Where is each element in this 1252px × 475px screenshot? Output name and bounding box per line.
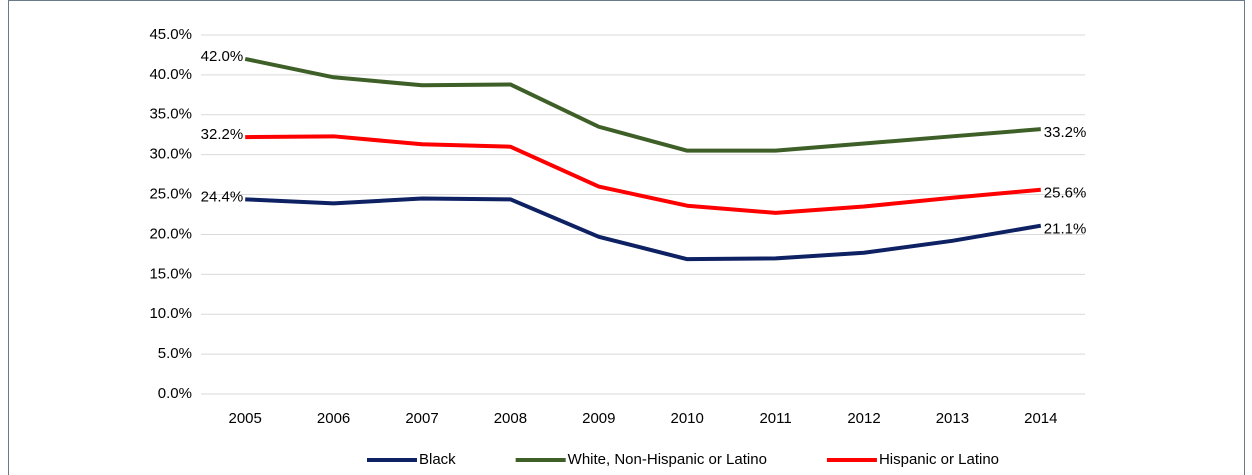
data-label: 33.2%	[1044, 124, 1087, 141]
data-label: 42.0%	[201, 48, 244, 65]
y-tick-label: 35.0%	[149, 106, 192, 123]
y-tick-label: 10.0%	[149, 305, 192, 322]
data-label: 32.2%	[201, 126, 244, 143]
y-tick-label: 15.0%	[149, 265, 192, 282]
legend-label: White, Non-Hispanic or Latino	[568, 451, 767, 468]
x-tick-label: 2011	[759, 410, 791, 427]
x-tick-label: 2012	[847, 410, 880, 427]
series-line	[245, 196, 1042, 262]
y-tick-label: 5.0%	[158, 345, 192, 362]
x-tick-label: 2013	[936, 410, 969, 427]
series-line	[244, 56, 1041, 153]
x-tick-label: 2005	[229, 410, 262, 427]
y-tick-label: 25.0%	[149, 186, 192, 203]
x-tick-label: 2008	[494, 410, 527, 427]
data-label: 24.4%	[201, 188, 244, 205]
x-tick-label: 2006	[317, 410, 350, 427]
x-tick-label: 2014	[1024, 410, 1057, 427]
data-label: 21.1%	[1044, 221, 1087, 238]
x-tick-label: 2010	[671, 410, 704, 427]
y-tick-label: 0.0%	[158, 385, 192, 402]
chart-frame	[8, 0, 1245, 475]
data-label: 25.6%	[1044, 185, 1087, 202]
y-tick-label: 20.0%	[149, 225, 192, 242]
x-tick-label: 2007	[405, 410, 438, 427]
y-tick-label: 40.0%	[149, 66, 192, 83]
y-tick-label: 45.0%	[149, 26, 192, 43]
series-line	[245, 134, 1041, 215]
legend-label: Hispanic or Latino	[879, 451, 999, 468]
legend-label: Black	[419, 451, 456, 468]
x-tick-label: 2009	[582, 410, 615, 427]
y-tick-label: 30.0%	[149, 146, 192, 163]
